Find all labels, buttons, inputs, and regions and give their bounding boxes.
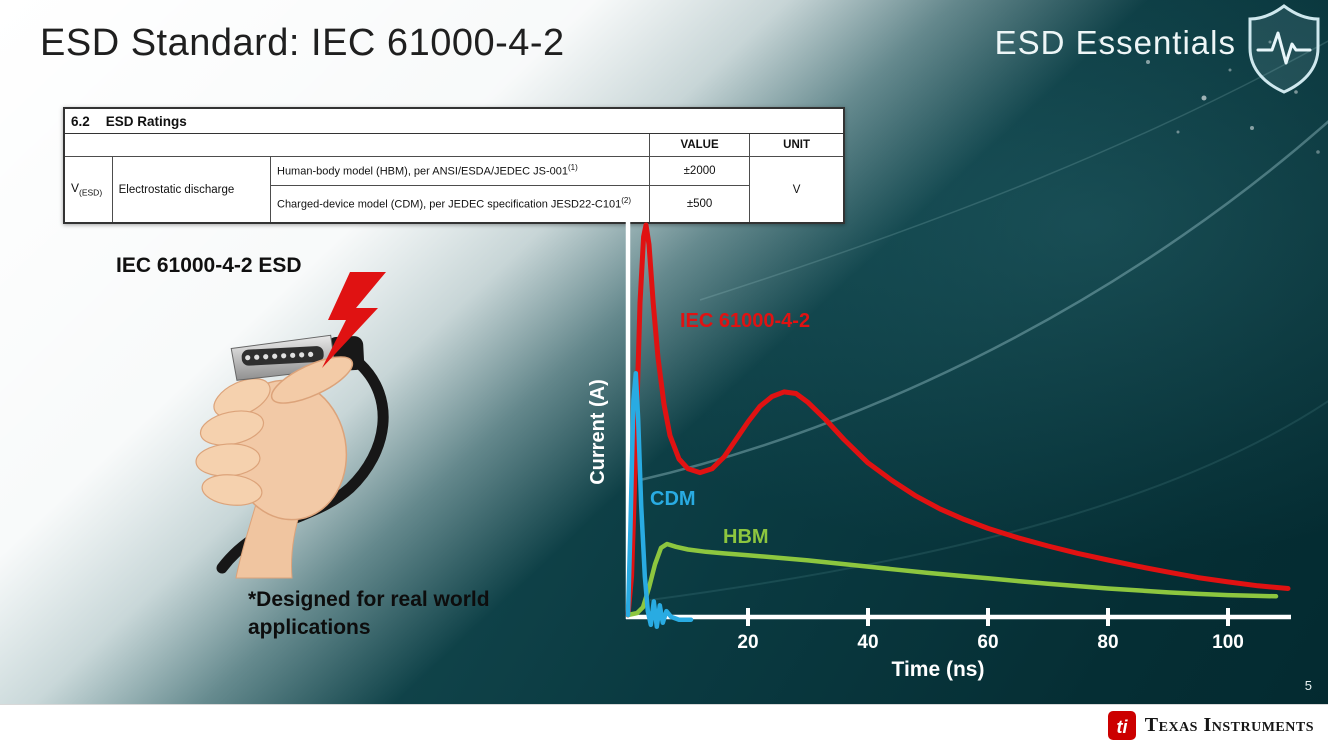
x-axis-label: Time (ns) [891, 658, 985, 681]
page-title: ESD Standard: IEC 61000-4-2 [40, 22, 565, 64]
x-tick-label: 100 [1212, 632, 1244, 653]
condition-cell: Human-body model (HBM), per ANSI/ESDA/JE… [270, 156, 650, 186]
x-tick-label: 80 [1097, 632, 1119, 653]
header-empty-cell [64, 133, 650, 157]
curve-label-iec: IEC 61000-4-2 [680, 310, 811, 332]
table-row: V(ESD) Electrostatic discharge Human-bod… [63, 156, 845, 224]
section-title: ESD Ratings [105, 113, 187, 129]
condition-cell: Charged-device model (CDM), per JEDEC sp… [270, 185, 650, 224]
curve-iec-61000-4-2 [625, 222, 1291, 618]
series-brand-label: ESD Essentials [994, 24, 1236, 61]
table-row: Charged-device model (CDM), per JEDEC sp… [64, 185, 844, 224]
parameter-cell: Electrostatic discharge [111, 156, 272, 224]
designed-note: *Designed for real world applications [248, 588, 490, 640]
value-column-header: VALUE [648, 133, 751, 157]
section-number: 6.2 [71, 113, 90, 129]
x-tick-label: 20 [737, 632, 759, 653]
fingers [195, 378, 271, 506]
x-tick-label: 60 [977, 632, 999, 653]
value-cell: ±500 [648, 185, 751, 224]
curve-hbm [625, 541, 1279, 618]
curve-label-hbm: HBM [723, 526, 769, 548]
table-section-row: 6.2 ESD Ratings [64, 108, 844, 134]
connector-pins [245, 351, 314, 361]
symbol-cell: V(ESD) [63, 156, 113, 224]
svg-text:ti: ti [1116, 717, 1128, 737]
chart-plot [625, 218, 1291, 629]
lightning-bolt-icon [322, 272, 386, 368]
thumb [270, 356, 354, 404]
wrist [235, 503, 303, 579]
curve-label-cdm: CDM [650, 488, 696, 510]
x-tick-label: 40 [857, 632, 879, 653]
y-axis-label: Current (A) [587, 379, 609, 485]
curve-cdm [625, 370, 694, 629]
unit-column-header: UNIT [749, 133, 845, 157]
chart-curves [625, 222, 1291, 629]
x-axis-ticks [746, 608, 1230, 626]
illustration-caption: IEC 61000-4-2 ESD [116, 254, 302, 277]
shield-with-pulse-icon [1248, 4, 1320, 94]
hand-holding-connector-illustration [195, 272, 389, 579]
page-number: 5 [1304, 678, 1312, 693]
esd-ratings-table: 6.2 ESD Ratings VALUE UNIT V(ESD) Electro… [63, 107, 845, 224]
footer-bar: ti Texas Instruments [0, 704, 1328, 746]
ti-wordmark: Texas Instruments [1144, 714, 1314, 736]
esd-waveform-chart: Current (A) Time (ns) 20 40 60 80 100 IEC 61… [585, 200, 1325, 690]
value-cell: ±2000 [648, 156, 751, 186]
unit-cell: V [749, 156, 845, 224]
ti-bug-icon: ti [1107, 710, 1136, 740]
ti-logo: ti Texas Instruments [1107, 705, 1314, 746]
table-header-row: VALUE UNIT [64, 133, 845, 157]
